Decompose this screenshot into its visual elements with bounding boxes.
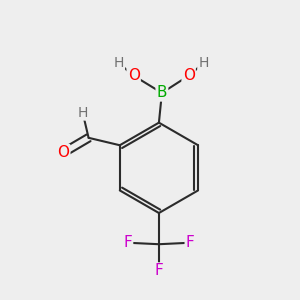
Text: O: O <box>183 68 195 83</box>
Text: F: F <box>186 235 194 250</box>
Text: O: O <box>57 145 69 160</box>
Text: B: B <box>157 85 167 100</box>
Text: F: F <box>123 235 132 250</box>
Text: H: H <box>77 106 88 120</box>
Text: H: H <box>114 56 124 70</box>
Text: O: O <box>128 68 140 83</box>
Text: H: H <box>198 56 209 70</box>
Text: F: F <box>154 263 163 278</box>
